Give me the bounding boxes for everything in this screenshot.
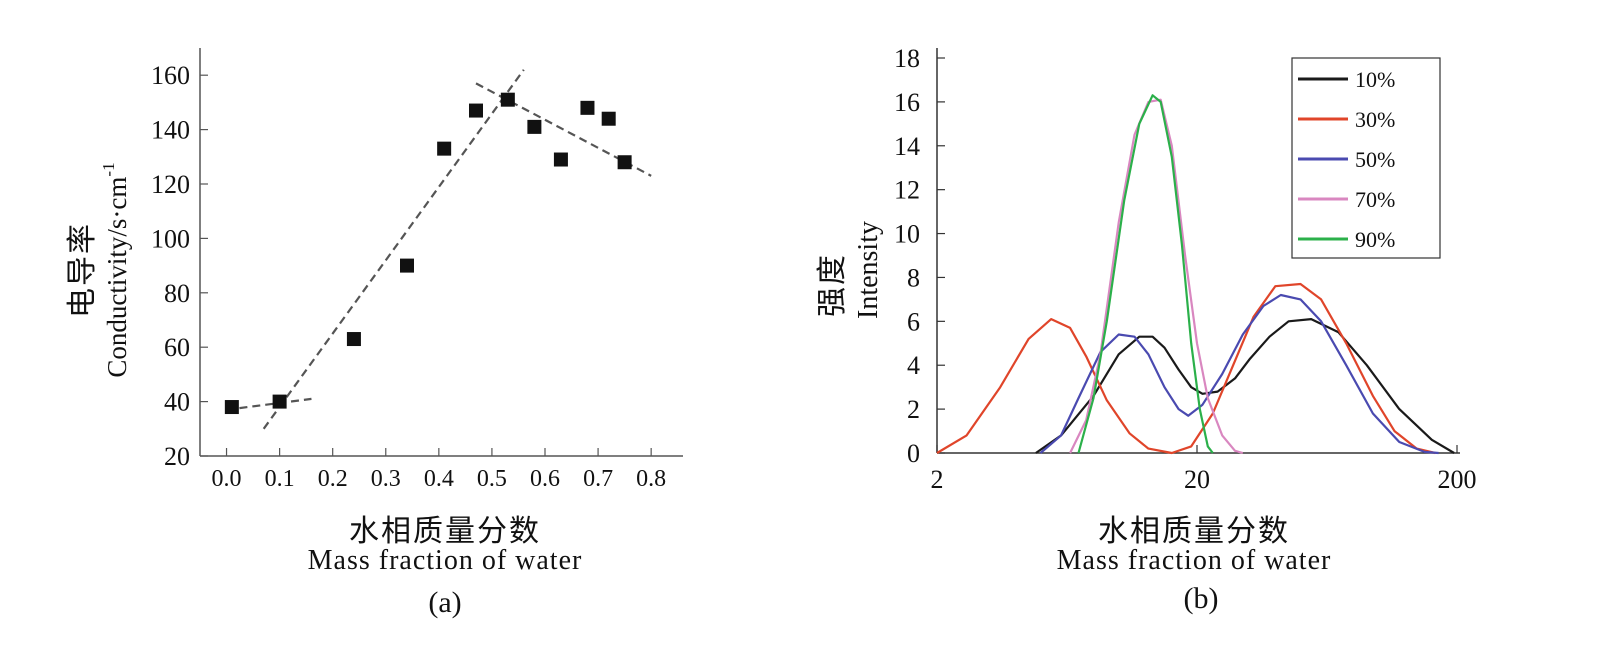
chart-b-series-line-50pct	[1039, 293, 1439, 455]
chart-a-data-point	[553, 152, 568, 167]
chart-a-x-tick-label: 0.5	[477, 466, 507, 492]
chart-a-data-point	[400, 258, 414, 273]
chart-b-axes	[936, 48, 1460, 454]
chart-a-x-tick-label: 0.0	[212, 466, 242, 492]
chart-a-xlabel-zh: 水相质量分数	[349, 515, 541, 548]
chart-a-data-point	[580, 100, 595, 115]
chart-b-y-tick-label: 12	[894, 176, 920, 205]
chart-a-data-point	[500, 92, 515, 107]
chart-b-y-tick-label: 8	[907, 263, 920, 292]
chart-b-y-tick-label: 18	[894, 44, 920, 73]
chart-b-y-tick-label: 10	[894, 220, 920, 249]
chart-a-x-tick-label: 0.6	[530, 466, 560, 492]
chart-a-y-ticks: 20 40 60 80 100 120 140 160	[151, 61, 208, 471]
chart-a-y-tick-label: 100	[151, 224, 190, 253]
chart-b-y-tick-label: 2	[907, 395, 920, 424]
chart-a-xlabel: Mass fraction of water	[307, 545, 583, 576]
chart-a-data-point	[224, 400, 239, 415]
chart-a-x-ticks: 0.0 0.1 0.2 0.3 0.4 0.5 0.6 0.7 0.8	[212, 448, 666, 492]
chart-a-data-point	[272, 394, 287, 409]
chart-a-y-tick-label: 60	[164, 333, 190, 362]
chart-b-x-tick-label: 2	[931, 465, 944, 494]
chart-b-legend: 10% 30% 50% 70% 90%	[1291, 57, 1441, 259]
chart-b-xlabel: Mass fraction of water	[1056, 545, 1332, 576]
chart-b-y-ticks: 0 2 4 6 8 10 12 14 16 18	[894, 44, 945, 468]
chart-b-legend-label: 50%	[1355, 147, 1395, 172]
chart-b-series-line-70pct	[1069, 98, 1244, 455]
chart-a-y-tick-label: 20	[164, 442, 190, 471]
chart-a-y-tick-label: 80	[164, 279, 190, 308]
chart-a-data-point	[527, 119, 542, 134]
chart-a-trend-line	[262, 69, 525, 430]
chart-a-y-tick-label: 120	[151, 170, 190, 199]
chart-a-data-point	[469, 103, 483, 118]
chart-a-trend-line	[226, 397, 312, 411]
chart-b-series-line-10pct	[1035, 318, 1455, 454]
chart-b-legend-label: 90%	[1355, 227, 1395, 252]
chart-a-ylabel: Conductivity/s·cm-1	[99, 162, 132, 377]
chart-b-y-tick-label: 0	[907, 439, 920, 468]
chart-b-x-tick-label: 20	[1184, 465, 1210, 494]
chart-b-series-line-90pct	[1077, 94, 1214, 454]
chart-a-data-point	[437, 141, 452, 156]
chart-a-panel-label: (a)	[428, 586, 462, 619]
chart-a-trend-lines	[226, 69, 652, 430]
chart-a-y-tick-label: 140	[151, 116, 190, 145]
chart-a-axes	[199, 48, 683, 457]
chart-a-y-tick-label: 40	[164, 388, 190, 417]
chart-a-x-tick-label: 0.8	[636, 466, 666, 492]
chart-b-y-tick-label: 6	[907, 307, 920, 336]
chart-b-series-line-30pct	[936, 282, 1436, 455]
chart-b-series-lines	[936, 94, 1455, 455]
chart-a-x-tick-label: 0.3	[371, 466, 401, 492]
chart-a-x-tick-label: 0.2	[318, 466, 348, 492]
chart-a-ylabel-zh: 电导率	[66, 222, 99, 318]
chart-a-x-tick-label: 0.1	[265, 466, 295, 492]
chart-b-x-tick-label: 200	[1438, 465, 1477, 494]
chart-b-legend-label: 70%	[1355, 187, 1395, 212]
chart-b-legend-label: 10%	[1355, 67, 1395, 92]
chart-a-data-point	[346, 332, 361, 347]
chart-a-data-point	[617, 155, 632, 170]
chart-b-xlabel-zh: 水相质量分数	[1098, 515, 1290, 548]
chart-b-y-tick-label: 4	[907, 351, 920, 380]
chart-a-x-tick-label: 0.4	[424, 466, 454, 492]
chart-a-points	[224, 92, 632, 415]
chart-a-data-point	[601, 111, 616, 126]
chart-a-y-tick-label: 160	[151, 61, 190, 90]
chart-a-x-tick-label: 0.7	[583, 466, 613, 492]
chart-b-panel-label: (b)	[1183, 582, 1219, 615]
chart-b-y-tick-label: 14	[894, 132, 920, 161]
chart-b-ylabel: Intensity	[853, 221, 884, 319]
chart-b-legend-label: 30%	[1355, 107, 1395, 132]
chart-b-ylabel-zh: 强度	[816, 253, 849, 317]
chart-b-y-tick-label: 16	[894, 88, 920, 117]
chart-b-x-ticks: 2 20 200	[931, 445, 1477, 494]
